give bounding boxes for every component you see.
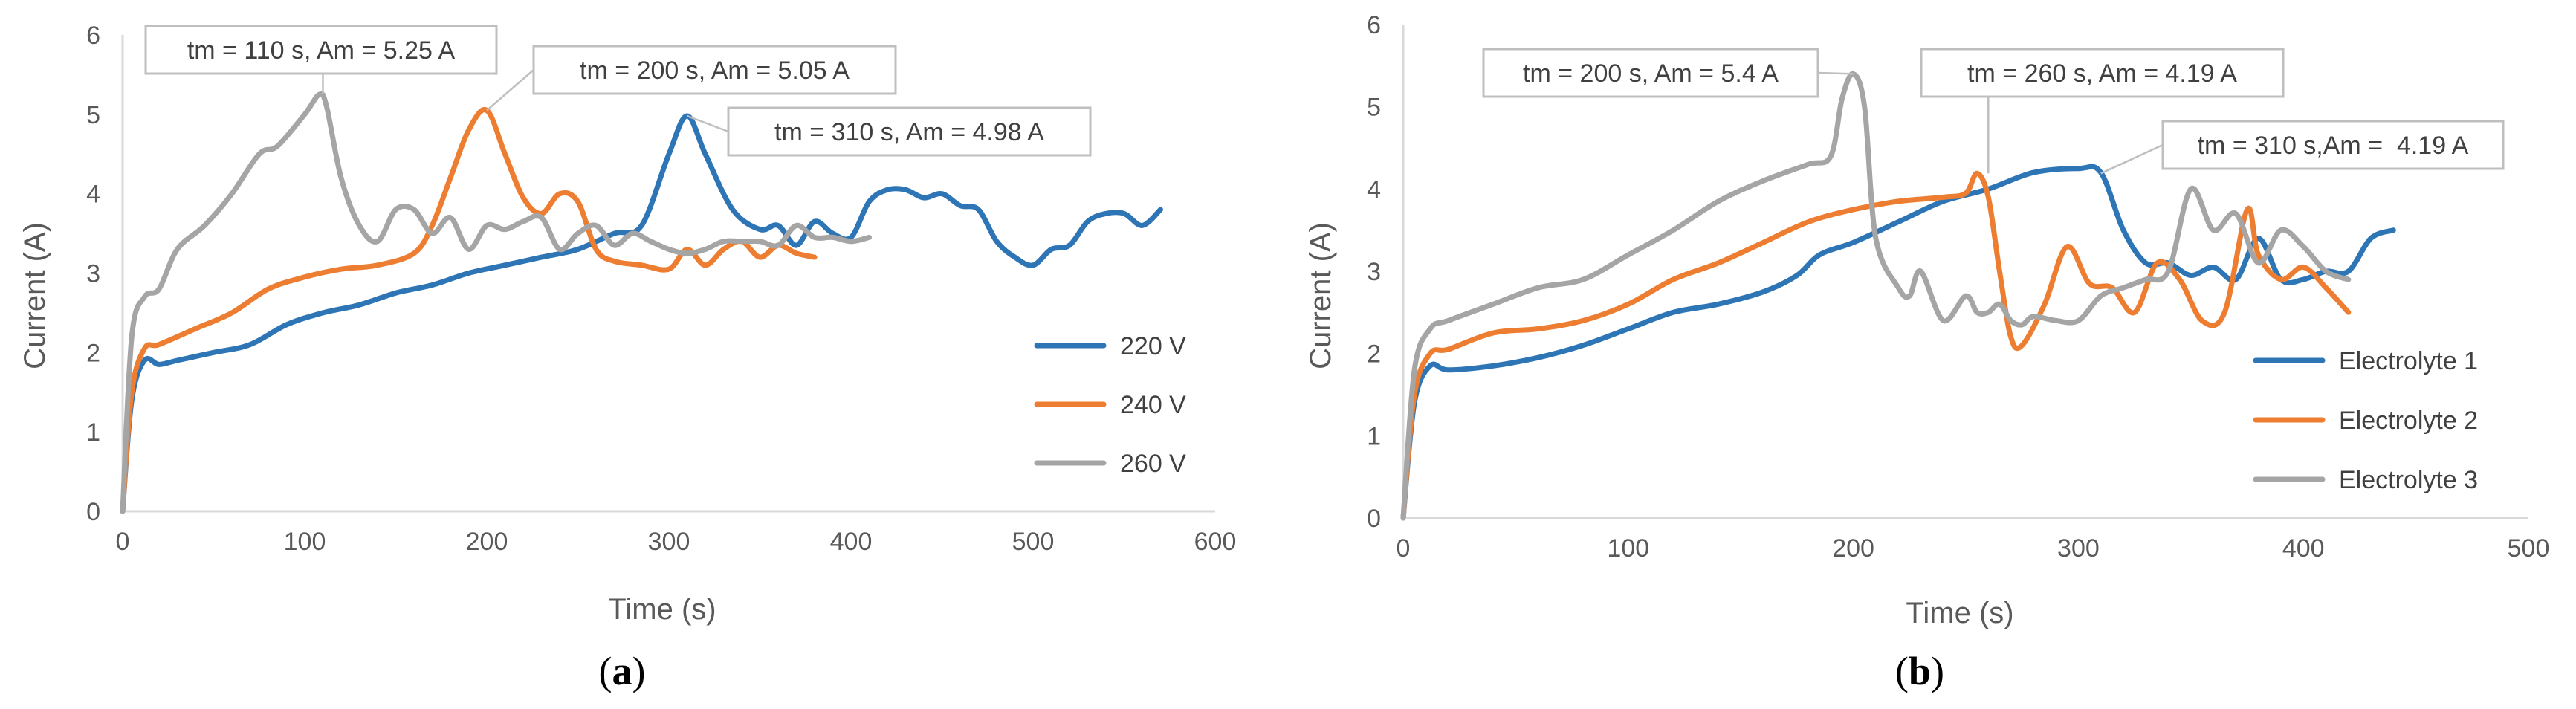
series-lines-a bbox=[120, 91, 1163, 514]
legend-label: 220 V bbox=[1120, 332, 1186, 360]
annotation-leader-line bbox=[2100, 143, 2164, 175]
annotation-callout: tm = 200 s, Am = 5.4 A bbox=[1482, 48, 1854, 98]
y-tick-label: 3 bbox=[86, 260, 100, 288]
panel-label-b-letter: b bbox=[1909, 649, 1931, 693]
annotation-leader-line bbox=[1817, 71, 1854, 75]
annotation-box bbox=[727, 106, 1092, 157]
legend-item: 220 V bbox=[1034, 332, 1186, 360]
x-tick-label: 100 bbox=[284, 528, 326, 556]
y-tick-label: 6 bbox=[1367, 11, 1381, 39]
legend-label: Electrolyte 3 bbox=[2339, 466, 2478, 494]
y-axis-title-a: Current (A) bbox=[19, 222, 51, 369]
y-tick-label: 2 bbox=[86, 339, 100, 367]
y-tick-label: 6 bbox=[86, 22, 100, 50]
annotation-callout: tm = 200 s, Am = 5.05 A bbox=[486, 45, 897, 111]
legend-b: Electrolyte 1 Electrolyte 2 Electrolyte 3 bbox=[2253, 347, 2478, 494]
x-tick-label: 400 bbox=[2282, 534, 2325, 563]
legend-item: Electrolyte 3 bbox=[2253, 466, 2478, 494]
annotation-box bbox=[2161, 120, 2505, 170]
series-line-240-v bbox=[120, 107, 818, 514]
legend-item: 260 V bbox=[1034, 450, 1186, 478]
x-tick-label: 300 bbox=[2057, 534, 2100, 563]
y-tick-label: 4 bbox=[86, 181, 100, 209]
x-axis-title-a: Time (s) bbox=[608, 593, 716, 626]
series-lines-b bbox=[1400, 71, 2396, 521]
x-tick-label: 500 bbox=[1012, 528, 1055, 556]
axes-b bbox=[1402, 25, 2528, 519]
legend-label: 240 V bbox=[1120, 391, 1186, 419]
annotations-a: tm = 110 s, Am = 5.25 A tm = 200 s, Am = … bbox=[144, 25, 1092, 157]
y-tick-label: 4 bbox=[1367, 175, 1381, 204]
x-tick-label: 300 bbox=[648, 528, 690, 556]
y-tick-label: 2 bbox=[1367, 340, 1381, 369]
axes-a bbox=[121, 35, 1215, 513]
y-tick-label: 5 bbox=[1367, 94, 1381, 122]
y-tick-label: 0 bbox=[1367, 505, 1381, 533]
annotation-text: tm = 310 s,Am = 4.19 A bbox=[2198, 132, 2469, 160]
annotation-text: tm = 260 s, Am = 4.19 A bbox=[1967, 59, 2237, 88]
annotation-leader-line bbox=[486, 69, 534, 111]
annotation-callout: tm = 260 s, Am = 4.19 A bbox=[1920, 48, 2285, 174]
annotation-leader-line bbox=[687, 114, 729, 133]
annotation-text: tm = 110 s, Am = 5.25 A bbox=[187, 36, 456, 65]
y-tick-labels-b: 0 1 2 3 4 5 6 bbox=[1367, 11, 1381, 533]
x-axis-title-b: Time (s) bbox=[1906, 597, 2013, 629]
series-line-220-v bbox=[120, 113, 1163, 514]
series-line-electrolyte-2 bbox=[1400, 170, 2352, 521]
annotation-callout: tm = 110 s, Am = 5.25 A bbox=[144, 25, 498, 95]
y-tick-label: 5 bbox=[86, 101, 100, 129]
chart-panel-b: 0 1 2 3 4 5 6 0 100 200 300 400 500 tm = 200 s, Am … bbox=[1304, 11, 2549, 693]
annotation-box bbox=[532, 45, 897, 95]
annotation-box bbox=[144, 25, 498, 75]
panel-label-a-letter: a bbox=[612, 649, 632, 693]
legend-a: 220 V 240 V 260 V bbox=[1034, 332, 1186, 478]
legend-item: Electrolyte 1 bbox=[2253, 347, 2478, 375]
legend-label: 260 V bbox=[1120, 450, 1186, 478]
y-axis-title-b: Current (A) bbox=[1304, 222, 1337, 369]
chart-panel-a: 0 1 2 3 4 5 6 0 100 200 300 400 500 600 tm = 110 s, … bbox=[19, 22, 1236, 693]
x-tick-label: 400 bbox=[830, 528, 873, 556]
y-tick-label: 0 bbox=[86, 498, 100, 526]
annotation-box bbox=[1482, 48, 1819, 98]
legend-label: Electrolyte 2 bbox=[2339, 407, 2478, 435]
series-line-electrolyte-3 bbox=[1400, 71, 2352, 521]
legend-item: 240 V bbox=[1034, 391, 1186, 419]
legend-label: Electrolyte 1 bbox=[2339, 347, 2478, 375]
panel-label-b: (b) bbox=[1895, 649, 1944, 693]
x-tick-label: 0 bbox=[1397, 534, 1411, 563]
x-tick-label: 200 bbox=[466, 528, 508, 556]
y-tick-label: 3 bbox=[1367, 258, 1381, 286]
x-tick-label: 200 bbox=[1832, 534, 1874, 563]
y-tick-label: 1 bbox=[1367, 422, 1381, 450]
annotation-text: tm = 200 s, Am = 5.05 A bbox=[580, 56, 850, 85]
annotation-box bbox=[1920, 48, 2285, 98]
panel-label-a: (a) bbox=[599, 649, 646, 693]
x-tick-labels-a: 0 100 200 300 400 500 600 bbox=[116, 528, 1237, 556]
annotation-text: tm = 200 s, Am = 5.4 A bbox=[1523, 59, 1779, 88]
x-tick-label: 100 bbox=[1607, 534, 1649, 563]
annotation-callout: tm = 310 s, Am = 4.98 A bbox=[687, 106, 1092, 157]
y-tick-labels-a: 0 1 2 3 4 5 6 bbox=[86, 22, 100, 526]
x-tick-label: 600 bbox=[1194, 528, 1237, 556]
annotation-text: tm = 310 s, Am = 4.98 A bbox=[774, 118, 1044, 146]
legend-item: Electrolyte 2 bbox=[2253, 407, 2478, 435]
x-tick-labels-b: 0 100 200 300 400 500 bbox=[1397, 534, 2550, 563]
y-tick-label: 1 bbox=[86, 418, 100, 447]
series-line-260-v bbox=[120, 91, 872, 514]
x-tick-label: 500 bbox=[2508, 534, 2550, 563]
x-tick-label: 0 bbox=[116, 528, 130, 556]
annotation-callout: tm = 310 s,Am = 4.19 A bbox=[2100, 120, 2505, 175]
annotations-b: tm = 200 s, Am = 5.4 A tm = 260 s, Am = 4… bbox=[1482, 48, 2505, 175]
